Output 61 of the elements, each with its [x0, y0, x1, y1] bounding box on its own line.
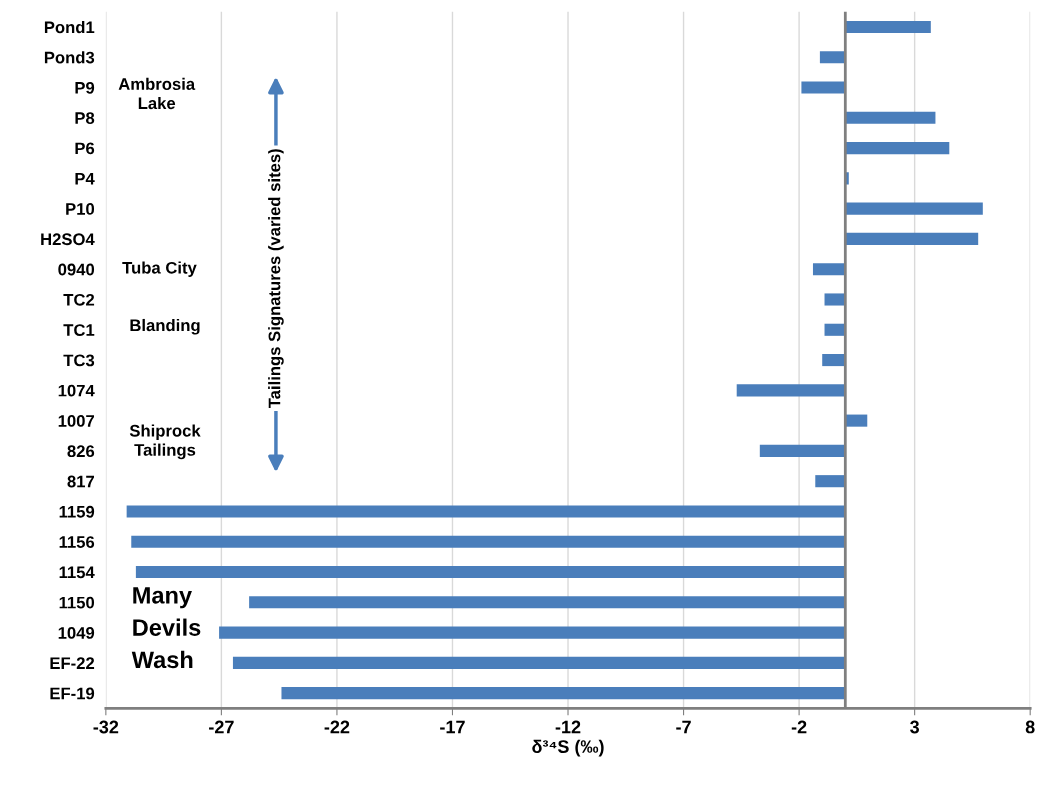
x-tick-label: 8 [1025, 720, 1035, 734]
bar [845, 142, 950, 155]
x-tick-label: -32 [93, 720, 119, 734]
bar [281, 687, 846, 700]
bar [131, 535, 846, 548]
bar [135, 565, 846, 579]
bar [822, 354, 846, 367]
bar [759, 444, 846, 457]
x-tick-label: -2 [791, 720, 807, 734]
y-tick-label: P6 [75, 142, 95, 155]
y-tick-label: EF-22 [50, 657, 95, 669]
x-tick-label: -17 [440, 720, 465, 734]
x-tick-label: -12 [555, 720, 581, 734]
bar [219, 626, 846, 639]
y-tick-label: 1150 [59, 596, 95, 609]
bar [232, 656, 846, 669]
y-tick-label: 817 [67, 475, 95, 488]
y-tick-label: 0940 [58, 263, 95, 276]
y-tick-label: 1007 [58, 415, 95, 427]
bar [845, 414, 868, 427]
y-tick-label: Pond3 [44, 51, 95, 64]
bar [824, 293, 846, 306]
y-tick-label: 1049 [58, 627, 95, 639]
bar [736, 384, 846, 397]
bar [801, 81, 846, 94]
x-axis-title: δ³⁴S (‰) [532, 739, 604, 757]
annotation: Shiprock Tailings [129, 424, 201, 460]
y-tick-label: TC3 [63, 354, 95, 367]
bar [845, 232, 979, 245]
annotation: Many Devils Wash [131, 587, 201, 669]
bar [845, 20, 931, 33]
bar [815, 475, 846, 488]
bar [824, 323, 846, 336]
y-tick-label: EF-19 [50, 687, 95, 700]
y-tick-label: 1074 [58, 384, 95, 397]
bar [819, 51, 846, 64]
y-tick-label: Pond1 [44, 20, 95, 34]
y-tick-label: 826 [67, 445, 95, 458]
y-tick-label: 1159 [59, 505, 95, 518]
bar [845, 111, 936, 124]
annotation: Ambrosia Lake [118, 77, 196, 110]
x-tick-label: -22 [324, 720, 350, 734]
y-tick-label: P4 [75, 172, 95, 185]
x-tick-label: -27 [209, 720, 234, 734]
y-tick-label: TC1 [63, 324, 95, 336]
bar [812, 263, 846, 276]
y-tick-label: H2SO4 [41, 233, 95, 246]
annotation: Blanding [130, 318, 200, 335]
y-tick-label: P9 [75, 81, 95, 94]
bar [249, 596, 846, 609]
annotation: Tailings Signatures (varied sites) [268, 149, 284, 409]
x-tick-label: 3 [910, 720, 920, 734]
y-tick-label: P10 [66, 203, 95, 215]
bar [845, 202, 983, 215]
y-tick-label: TC2 [63, 293, 95, 306]
annotation: Tuba City [122, 261, 197, 277]
y-tick-label: 1156 [59, 536, 95, 548]
y-tick-label: 1154 [59, 566, 95, 579]
bar [126, 505, 846, 518]
x-tick-label: -7 [676, 720, 691, 734]
y-tick-label: P8 [75, 112, 95, 124]
